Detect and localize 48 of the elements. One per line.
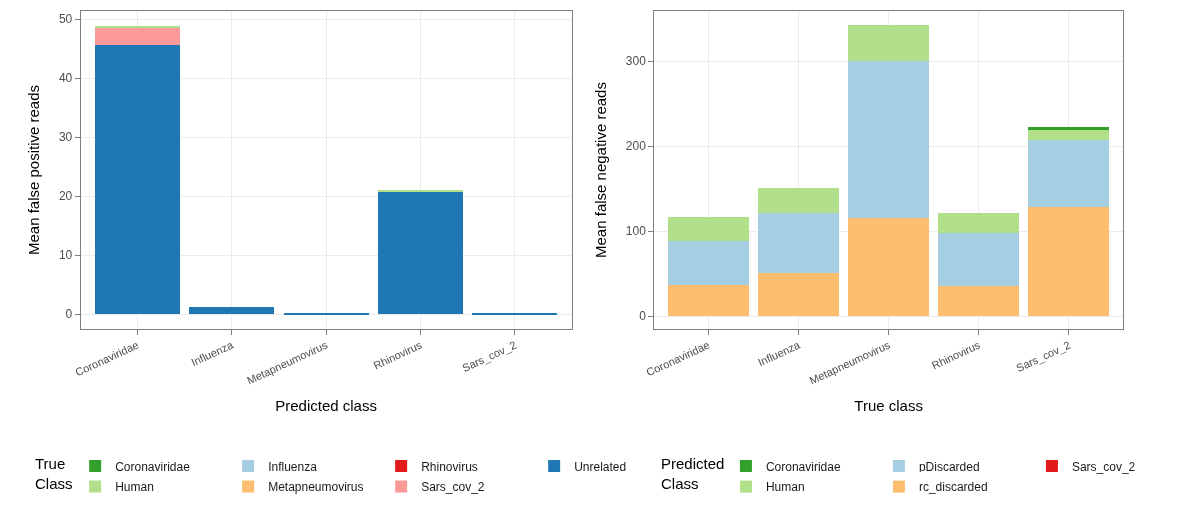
bar bbox=[938, 213, 1020, 233]
legend-label: Human bbox=[765, 480, 805, 495]
y-tick-label: 0 bbox=[65, 307, 73, 322]
bar bbox=[1028, 140, 1110, 207]
legend-label: Metapneumovirus bbox=[268, 480, 364, 495]
bar bbox=[848, 61, 930, 218]
bar bbox=[94, 45, 180, 315]
bar bbox=[938, 286, 1020, 317]
x-axis-title: Predicted class bbox=[275, 397, 377, 415]
y-tick-label: 50 bbox=[58, 12, 73, 27]
bar bbox=[848, 25, 930, 62]
y-tick-label: 200 bbox=[625, 139, 647, 154]
bar bbox=[94, 27, 180, 46]
legend-label: pDiscarded bbox=[918, 459, 980, 474]
y-tick-label: 40 bbox=[58, 71, 73, 86]
bar bbox=[757, 213, 840, 273]
legend-label: Human bbox=[115, 480, 154, 495]
y-tick-label: 10 bbox=[58, 248, 73, 263]
y-tick-label: 100 bbox=[625, 224, 647, 239]
bar bbox=[1028, 206, 1110, 317]
legend-label: Influenza bbox=[268, 459, 318, 474]
bar bbox=[757, 187, 840, 214]
legend-label: rc_discarded bbox=[918, 480, 988, 495]
bar bbox=[757, 272, 840, 317]
y-tick-label: 300 bbox=[625, 54, 647, 69]
y-tick-label: 0 bbox=[639, 309, 647, 324]
y-tick-label: 30 bbox=[58, 130, 73, 145]
bar bbox=[938, 232, 1020, 287]
bar bbox=[378, 191, 463, 315]
bar bbox=[667, 216, 749, 241]
bar bbox=[667, 240, 749, 285]
legend-label: Sars_cov_2 bbox=[1071, 459, 1136, 474]
bar bbox=[1028, 129, 1110, 141]
bar bbox=[848, 217, 930, 317]
bar bbox=[189, 307, 275, 315]
bar bbox=[667, 284, 749, 317]
bar bbox=[1028, 127, 1110, 130]
y-axis-title: Mean false negative reads bbox=[592, 82, 610, 258]
legend-label: Sars_cov_2 bbox=[421, 480, 485, 495]
legend-title: Predicted Class bbox=[661, 455, 725, 492]
x-axis-title: True class bbox=[854, 397, 923, 415]
legend-label: Rhinovirus bbox=[421, 459, 478, 474]
legend-label: Coronaviridae bbox=[765, 459, 841, 474]
legend-label: Coronaviridae bbox=[115, 459, 191, 474]
legend-label: Unrelated bbox=[574, 459, 627, 474]
legend-title: True Class bbox=[35, 455, 73, 492]
y-tick-label: 20 bbox=[58, 189, 73, 204]
y-axis-title: Mean false positive reads bbox=[25, 84, 43, 256]
